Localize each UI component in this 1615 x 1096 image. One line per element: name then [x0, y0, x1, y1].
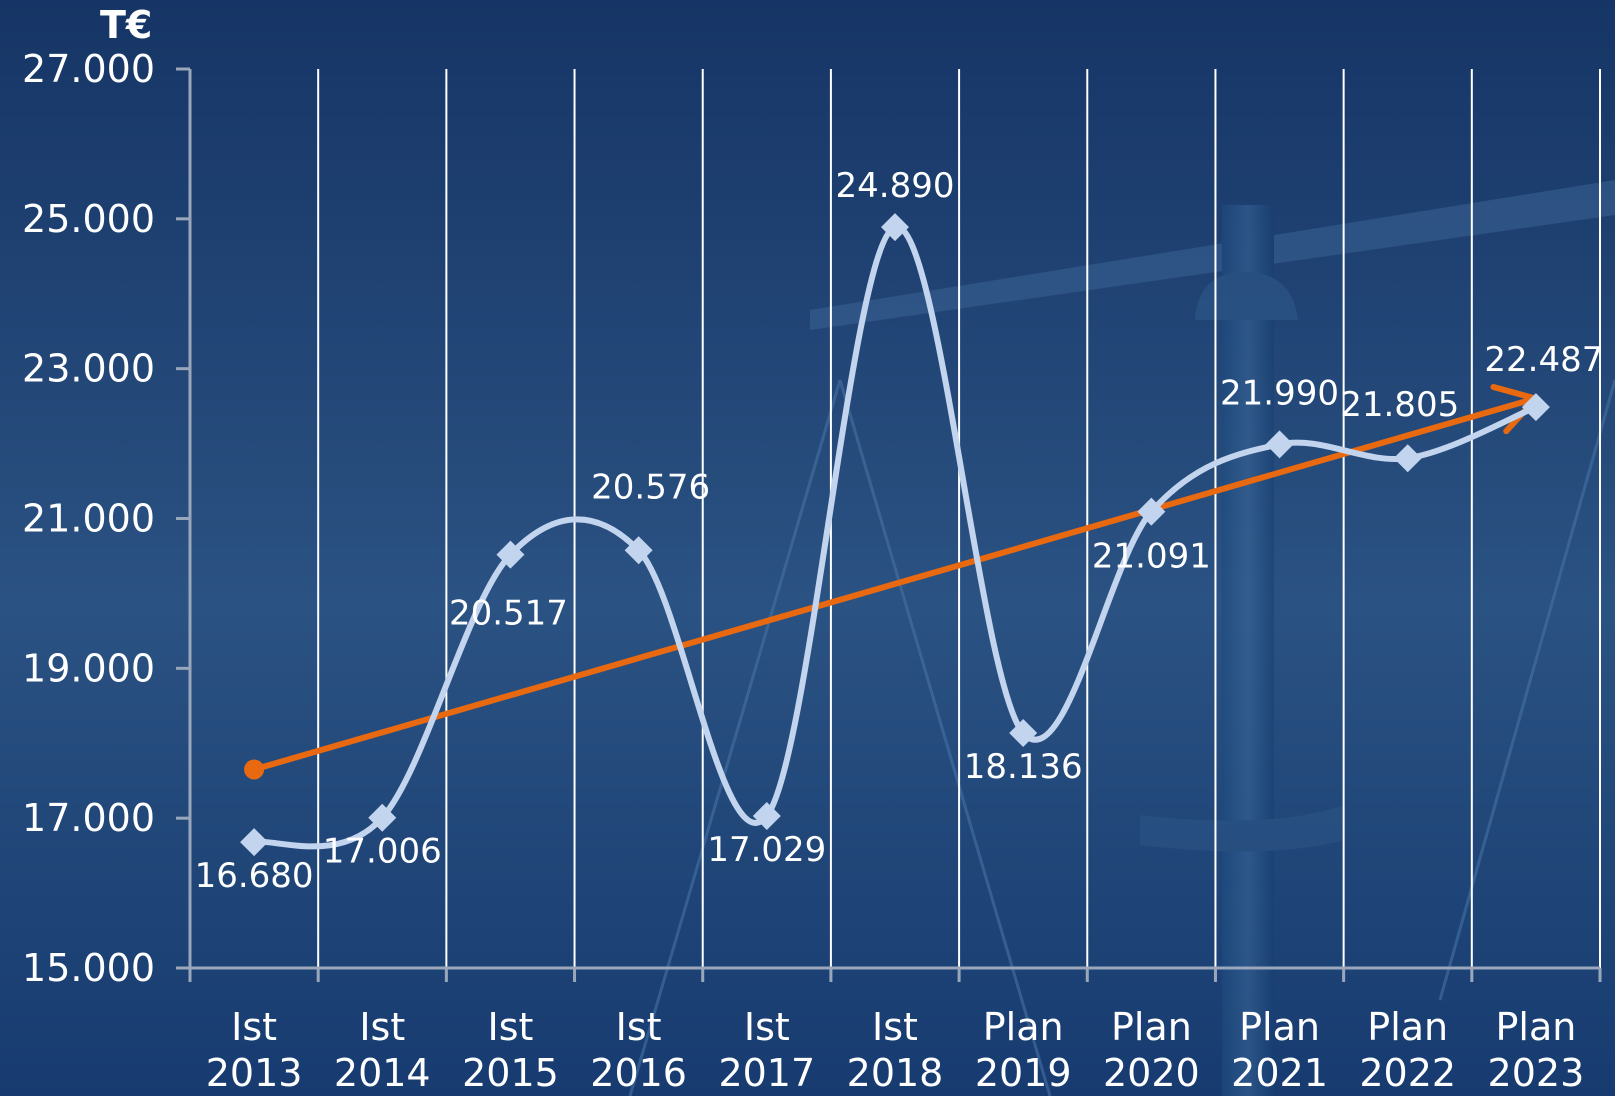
y-tick-label: 21.000: [22, 497, 155, 541]
y-tick-label: 17.000: [22, 796, 155, 840]
data-point-marker: [1393, 444, 1422, 473]
data-point-marker: [1521, 393, 1550, 422]
x-tick-label: Ist 2018: [847, 1005, 944, 1095]
data-point-marker: [496, 540, 525, 569]
data-label: 21.990: [1220, 373, 1339, 413]
trend-line: [251, 397, 1531, 773]
data-point-marker: [1009, 719, 1038, 748]
data-label: 16.680: [195, 856, 314, 896]
series-markers: [240, 213, 1550, 857]
x-tick-label: Plan 2022: [1359, 1005, 1456, 1095]
y-tick-label: 15.000: [22, 946, 155, 990]
x-tick-label: Plan 2021: [1231, 1005, 1328, 1095]
x-tick-label: Plan 2020: [1103, 1005, 1200, 1095]
data-point-marker: [1137, 497, 1166, 526]
data-label: 24.890: [836, 166, 955, 206]
data-label: 20.576: [591, 467, 710, 507]
y-tick-label: 19.000: [22, 646, 155, 690]
y-tick-label: 27.000: [22, 47, 155, 91]
y-axis-tick-labels: 15.000 17.000 19.000 21.000 23.000 25.000 27.0…: [22, 47, 155, 990]
data-label: 21.805: [1340, 385, 1459, 425]
data-point-marker: [881, 213, 909, 242]
x-tick-label: Plan 2023: [1488, 1005, 1585, 1095]
scales-watermark: [628, 180, 1615, 1096]
data-point-marker: [368, 803, 397, 832]
axes: [176, 67, 1602, 982]
x-tick-label: Ist 2014: [334, 1005, 431, 1095]
x-tick-label: Ist 2015: [462, 1005, 559, 1095]
data-point-marker: [1265, 430, 1294, 459]
y-tick-label: 23.000: [22, 347, 155, 391]
data-point-marker: [240, 828, 269, 857]
data-label: 21.091: [1092, 537, 1211, 577]
x-tick-label: Ist 2016: [590, 1005, 687, 1095]
vertical-gridlines: [317, 69, 1601, 968]
data-label: 17.029: [707, 830, 826, 870]
x-axis-tick-labels: Ist 2013 Ist 2014 Ist 2015 Ist 2016 Ist 2017 Ist 20…: [206, 1005, 1585, 1095]
trend-arrow: [244, 383, 1539, 780]
data-label: 18.136: [964, 747, 1083, 787]
data-point-marker: [624, 536, 653, 565]
series-path: [251, 224, 1539, 850]
data-label: 17.006: [323, 832, 442, 872]
series-line: [251, 224, 1539, 850]
data-label: 20.517: [449, 594, 568, 634]
data-point-marker: [752, 801, 781, 830]
y-tick-label: 25.000: [22, 197, 155, 241]
trend-start-dot: [244, 759, 265, 780]
x-tick-label: Ist 2017: [718, 1005, 815, 1095]
unit-label: T€: [100, 3, 152, 47]
x-tick-label: Ist 2013: [206, 1005, 303, 1095]
data-label: 22.487: [1484, 340, 1603, 380]
x-tick-label: Plan 2019: [975, 1005, 1072, 1095]
